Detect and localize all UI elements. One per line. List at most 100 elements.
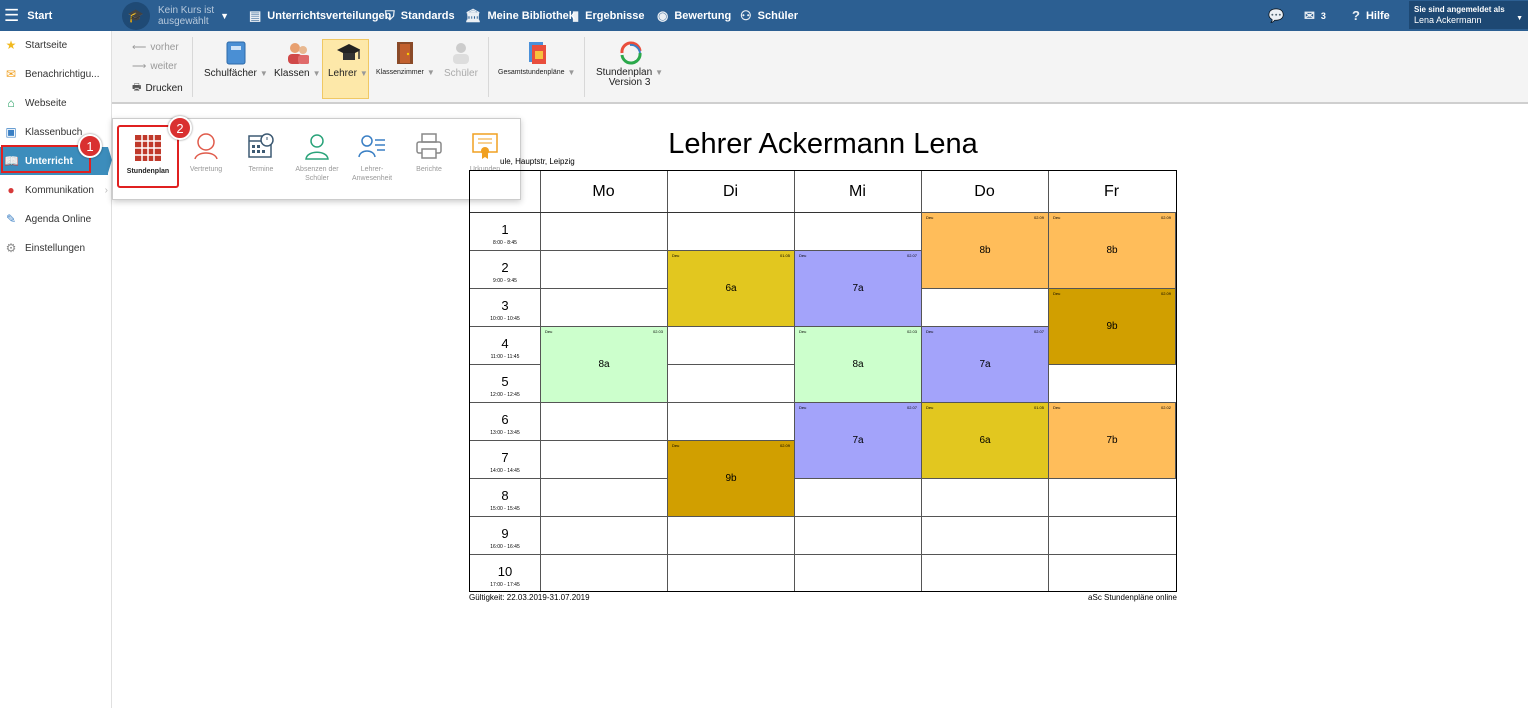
lesson-room: 01.05 bbox=[1033, 405, 1044, 410]
prev-button[interactable]: ⟵ vorher bbox=[132, 42, 179, 53]
dropdown-arrow-icon: ▼ bbox=[655, 68, 664, 77]
lesson-class: 6a bbox=[979, 435, 991, 446]
period-number: 8 bbox=[501, 488, 509, 503]
lesson-room: 02.09 bbox=[1160, 291, 1171, 296]
sidebar-item-einstellungen[interactable]: ⚙ Einstellungen bbox=[0, 234, 112, 262]
lesson-cell[interactable]: Deu 02.07 7a bbox=[921, 326, 1049, 403]
validity-text: Gültigkeit: 22.03.2019-31.07.2019 bbox=[469, 593, 590, 602]
nav-label: Unterrichtsverteilungen bbox=[267, 9, 392, 22]
submenu-berichte[interactable]: Berichte bbox=[409, 131, 449, 174]
submenu-termine[interactable]: Termine bbox=[241, 131, 281, 174]
submenu-vertretung[interactable]: Vertretung bbox=[185, 131, 227, 174]
sidebar-item-label: Kommunikation bbox=[25, 184, 94, 196]
sidebar-item-kommunikation[interactable]: ● Kommunikation › bbox=[0, 176, 112, 204]
submenu-label: Stundenplan bbox=[126, 168, 170, 175]
lesson-room: 01.05 bbox=[779, 253, 790, 258]
sidebar-item-label: Startseite bbox=[25, 39, 68, 51]
next-button[interactable]: ⟶ weiter bbox=[132, 61, 177, 72]
student-icon bbox=[449, 41, 473, 65]
ribbon-label: Klassen bbox=[274, 68, 310, 79]
period-time: 11:00 - 11:45 bbox=[490, 354, 520, 360]
bar-chart-icon: ▮ bbox=[572, 7, 580, 23]
substitute-person-icon bbox=[194, 133, 218, 160]
arrow-right-icon: ⟶ bbox=[132, 61, 147, 72]
sidebar-item-label: Webseite bbox=[25, 97, 67, 109]
ribbon-klassen[interactable]: Klassen ▼ bbox=[274, 41, 321, 79]
submenu-stundenplan[interactable]: Stundenplan bbox=[117, 125, 179, 188]
lesson-cell[interactable]: Deu 01.05 6a bbox=[921, 402, 1049, 479]
ribbon-version[interactable]: Stundenplan ▼ Version 3 bbox=[596, 41, 663, 88]
arrow-left-icon: ⟵ bbox=[132, 42, 147, 53]
submenu-label: Berichte bbox=[416, 166, 442, 173]
help-button[interactable]: ? Hilfe bbox=[1352, 0, 1390, 31]
nav-label: Schüler bbox=[757, 9, 799, 22]
students-icon: ⚇ bbox=[740, 7, 752, 23]
open-book-icon: 📖 bbox=[4, 154, 19, 168]
ribbon-label: Schüler bbox=[444, 68, 478, 79]
day-header: Di bbox=[722, 182, 739, 200]
lesson-cell[interactable]: Deu 02.09 9b bbox=[1048, 288, 1176, 365]
ribbon-klassenzimmer[interactable]: Klassenzimmer ▼ bbox=[376, 41, 435, 77]
nav-schueler[interactable]: ⚇ Schüler bbox=[740, 0, 798, 31]
course-selector[interactable]: 🎓 Kein Kurs ist ausgewählt ▼ bbox=[122, 0, 229, 31]
lesson-class: 9b bbox=[1106, 321, 1118, 332]
lesson-class: 7a bbox=[852, 283, 864, 294]
submenu-lehrer-anwesenheit[interactable]: Lehrer-Anwesenheit bbox=[347, 131, 397, 183]
day-header: Mi bbox=[849, 182, 866, 200]
nav-ergebnisse[interactable]: ▮ Ergebnisse bbox=[572, 0, 644, 31]
period-number: 9 bbox=[501, 526, 509, 541]
lesson-cell[interactable]: Deu 02.09 8b bbox=[1048, 212, 1176, 289]
ribbon-lehrer[interactable]: Lehrer ▼ bbox=[328, 41, 368, 79]
lesson-cell[interactable]: Deu 02.09 8b bbox=[921, 212, 1049, 289]
nav-unterrichtsverteilungen[interactable]: ▤ Unterrichtsverteilungen bbox=[249, 0, 391, 31]
lesson-cell[interactable]: Deu 02.02 7b bbox=[1048, 402, 1176, 479]
nav-meine-bibliothek[interactable]: 🏛 Meine Bibliothek bbox=[465, 0, 575, 31]
sidebar-item-benachrichtigungen[interactable]: ✉ Benachrichtigu... bbox=[0, 60, 112, 88]
day-header: Mo bbox=[592, 182, 615, 200]
nav-bewertung[interactable]: ◉ Bewertung bbox=[657, 0, 731, 31]
chat-button[interactable]: 💬 bbox=[1268, 0, 1290, 31]
teacher-attendance-icon bbox=[358, 135, 385, 158]
sidebar-item-klassenbuch[interactable]: ▣ Klassenbuch bbox=[0, 118, 112, 146]
lesson-cell[interactable]: Deu 02.03 8a bbox=[540, 326, 668, 403]
course-line2: ausgewählt bbox=[158, 15, 209, 27]
rating-icon: ◉ bbox=[657, 7, 669, 23]
sidebar-item-label: Agenda Online bbox=[25, 213, 92, 225]
submenu-absenzen[interactable]: Absenzen der Schüler bbox=[289, 131, 345, 183]
prev-label: vorher bbox=[150, 42, 179, 53]
sidebar-item-startseite[interactable]: ★ Startseite bbox=[0, 31, 112, 59]
chat-bubbles-icon: 💬 bbox=[1268, 7, 1285, 23]
lesson-cell[interactable]: Deu 02.09 9b bbox=[667, 440, 795, 517]
chevron-down-icon: ▼ bbox=[220, 10, 230, 21]
lesson-cell[interactable]: Deu 01.05 6a bbox=[667, 250, 795, 327]
house-icon: ⌂ bbox=[7, 96, 15, 110]
separator bbox=[584, 37, 585, 97]
ribbon-schulfaecher[interactable]: Schulfächer ▼ bbox=[204, 41, 268, 79]
question-icon: ? bbox=[1352, 8, 1360, 23]
lesson-class: 7a bbox=[979, 359, 991, 370]
sidebar-item-webseite[interactable]: ⌂ Webseite bbox=[0, 89, 112, 117]
submenu-urkunden[interactable]: Urkunden bbox=[465, 131, 505, 174]
start-label: Start bbox=[27, 9, 53, 22]
period-label: 10 17:00 - 17:45 bbox=[470, 554, 540, 592]
submenu-label: Lehrer-Anwesenheit bbox=[351, 166, 393, 182]
print-button[interactable]: 🖶 Drucken bbox=[132, 80, 183, 97]
hamburger-icon: ☰ bbox=[4, 5, 20, 25]
lesson-cell[interactable]: Deu 02.07 7a bbox=[794, 250, 922, 327]
user-menu[interactable]: Sie sind angemeldet als Lena Ackermann ▼ bbox=[1409, 1, 1528, 29]
sidebar-item-agenda-online[interactable]: ✎ Agenda Online bbox=[0, 205, 112, 233]
ribbon-toolbar: ⟵ vorher ⟶ weiter 🖶 Drucken Schulfächer ▼ Kl… bbox=[112, 31, 1528, 104]
lesson-cell[interactable]: Deu 02.03 8a bbox=[794, 326, 922, 403]
start-menu-button[interactable]: ☰ Start bbox=[4, 0, 52, 31]
ribbon-schueler[interactable]: Schüler bbox=[444, 41, 478, 79]
lesson-subject: Deu bbox=[672, 443, 680, 448]
ribbon-gesamtstundenplaene[interactable]: Gesamtstundenpläne ▼ bbox=[498, 41, 575, 77]
submenu-label: Absenzen der Schüler bbox=[295, 166, 339, 182]
printer-icon: 🖶 bbox=[132, 82, 142, 93]
nav-standards[interactable]: ⛉ Standards bbox=[385, 0, 455, 31]
lesson-cell[interactable]: Deu 02.07 7a bbox=[794, 402, 922, 479]
lesson-subject: Deu bbox=[1053, 215, 1061, 220]
messages-button[interactable]: ✉ 3 bbox=[1304, 0, 1326, 31]
active-indicator bbox=[108, 147, 112, 173]
lesson-class: 7a bbox=[852, 435, 864, 446]
